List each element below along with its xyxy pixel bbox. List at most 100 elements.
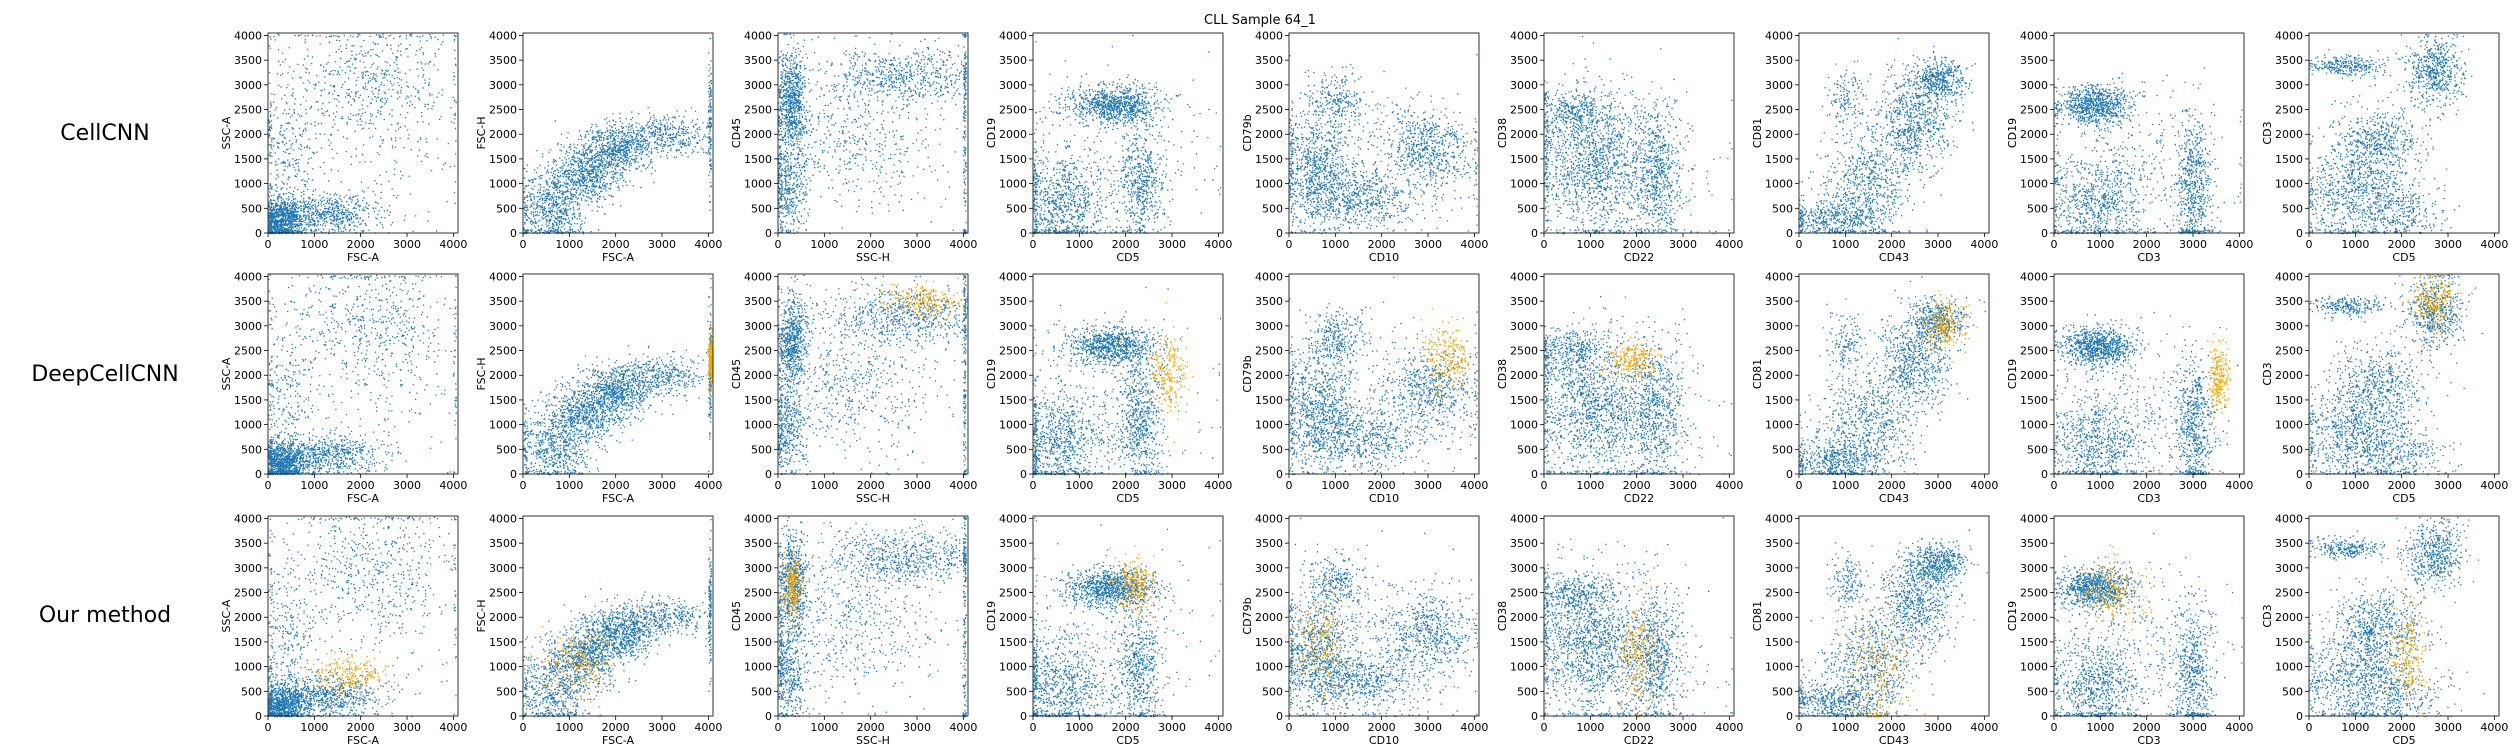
y-tick-label: 3500: [744, 54, 772, 67]
y-tick-label: 3500: [489, 537, 517, 550]
selected-cell-marks: [2368, 578, 2428, 718]
x-tick-label: 1000: [300, 238, 328, 251]
y-tick-label: 1000: [999, 419, 1027, 432]
plot-area: [268, 516, 458, 716]
y-tick-label: 1500: [744, 153, 772, 166]
y-tick-label: 2000: [1765, 128, 1793, 141]
y-tick-label: 3000: [999, 79, 1027, 92]
scatter-panel: 0 1000 2000 3000 4000 0 500 1000 1500 2000 2500 300…: [1241, 270, 1488, 505]
y-tick-label: 1000: [2275, 419, 2303, 432]
x-tick-label: 2000: [347, 479, 375, 492]
x-tick-label: 2000: [2133, 721, 2161, 734]
y-tick-label: 2000: [744, 369, 772, 382]
y-tick-label: 2500: [2275, 587, 2303, 600]
y-axis-label: CD3: [2261, 121, 2274, 144]
background-cell-marks: [1544, 296, 1733, 476]
y-tick-label: 3500: [999, 54, 1027, 67]
x-tick-label: 4000: [1715, 721, 1743, 734]
y-tick-label: 4000: [1510, 29, 1538, 42]
plot-area: [1544, 274, 1734, 474]
y-axis-label: CD19: [2006, 359, 2019, 389]
background-cell-points: [1544, 296, 1733, 476]
y-tick-label: 2500: [2275, 345, 2303, 358]
background-cell-points: [523, 519, 712, 718]
background-cell-marks: [1289, 54, 1478, 235]
y-tick-label: 3500: [2020, 537, 2048, 550]
background-cell-points: [2309, 274, 2483, 476]
x-tick-label: 4000: [439, 479, 467, 492]
y-tick-label: 2500: [234, 345, 262, 358]
x-axis-label: CD22: [1624, 492, 1654, 505]
row-label-cellcnn: CellCNN: [60, 121, 149, 146]
x-tick-label: 3000: [1669, 721, 1697, 734]
y-tick-label: 2500: [1765, 587, 1793, 600]
x-tick-label: 4000: [2225, 238, 2253, 251]
axes-frame: [1288, 32, 1480, 234]
axes-frame: [1543, 32, 1735, 234]
y-axis-label: CD79b: [1241, 355, 1254, 392]
x-tick-label: 0: [1030, 479, 1037, 492]
y-tick-label: 500: [496, 443, 517, 456]
y-tick-label: 500: [751, 443, 772, 456]
x-axis-label: CD3: [2137, 734, 2160, 747]
scatter-panel: 0 1000 2000 3000 4000 0 500 1000 1500 2000 2500 300…: [730, 512, 977, 747]
y-tick-label: 1000: [1765, 419, 1793, 432]
scatter-panel: 0 1000 2000 3000 4000 0 500 1000 1500 2000 2500 300…: [1496, 270, 1743, 505]
y-axis-label: CD45: [730, 359, 743, 389]
x-tick-label: 0: [520, 721, 527, 734]
x-tick-label: 1000: [1321, 479, 1349, 492]
y-tick-label: 4000: [2020, 512, 2048, 525]
y-tick-label: 1000: [1510, 661, 1538, 674]
y-tick-label: 1500: [744, 394, 772, 407]
x-tick-label: 0: [2051, 479, 2058, 492]
x-axis-label: CD3: [2137, 251, 2160, 264]
y-tick-label: 3500: [1255, 295, 1283, 308]
x-tick-label: 2000: [1368, 479, 1396, 492]
axes-frame: [2308, 515, 2500, 717]
axes-frame: [267, 515, 459, 717]
x-tick-label: 1000: [2341, 238, 2369, 251]
x-axis-label: CD5: [1116, 251, 1139, 264]
y-tick-label: 3500: [1765, 295, 1793, 308]
background-cell-marks: [1544, 517, 1733, 718]
y-tick-label: 1500: [1255, 153, 1283, 166]
plot-area: [1033, 33, 1223, 233]
x-tick-label: 4000: [694, 721, 722, 734]
y-tick-label: 500: [1006, 443, 1027, 456]
y-axis-label: FSC-H: [475, 116, 488, 149]
x-tick-label: 0: [2051, 721, 2058, 734]
y-tick-label: 2000: [1255, 128, 1283, 141]
y-tick-label: 3500: [489, 54, 517, 67]
x-tick-label: 3000: [1414, 238, 1442, 251]
x-tick-label: 4000: [2225, 721, 2253, 734]
x-tick-label: 0: [265, 238, 272, 251]
y-tick-label: 2000: [999, 128, 1027, 141]
y-tick-label: 0: [255, 227, 262, 240]
x-tick-label: 0: [520, 238, 527, 251]
y-tick-label: 2500: [2020, 104, 2048, 117]
y-tick-label: 2500: [1255, 587, 1283, 600]
x-tick-label: 4000: [694, 479, 722, 492]
background-cell-points: [1289, 276, 1478, 476]
scatter-panel: 0 1000 2000 3000 4000 0 500 1000 1500 2000 2500 300…: [985, 29, 1232, 264]
x-tick-label: 1000: [2086, 238, 2114, 251]
y-tick-label: 1000: [744, 661, 772, 674]
y-tick-label: 4000: [1765, 29, 1793, 42]
background-cell-marks: [523, 278, 712, 476]
y-tick-label: 2500: [489, 345, 517, 358]
background-cell-points: [268, 33, 457, 235]
scatter-panel: 0 1000 2000 3000 4000 0 500 1000 1500 2000 2500 300…: [475, 270, 722, 505]
y-tick-label: 2000: [234, 369, 262, 382]
axes-frame: [777, 515, 969, 717]
x-tick-label: 0: [1286, 238, 1293, 251]
x-tick-label: 0: [1286, 721, 1293, 734]
y-axis-label: CD3: [2261, 362, 2274, 385]
x-axis-label: FSC-A: [347, 492, 380, 505]
y-tick-label: 4000: [744, 512, 772, 525]
scatter-panel: 0 1000 2000 3000 4000 0 500 1000 1500 2000 2500 300…: [2006, 270, 2253, 505]
y-tick-label: 2500: [1255, 345, 1283, 358]
y-tick-label: 1000: [2020, 178, 2048, 191]
y-tick-label: 1000: [2020, 661, 2048, 674]
x-tick-label: 0: [520, 479, 527, 492]
y-tick-label: 0: [1276, 227, 1283, 240]
